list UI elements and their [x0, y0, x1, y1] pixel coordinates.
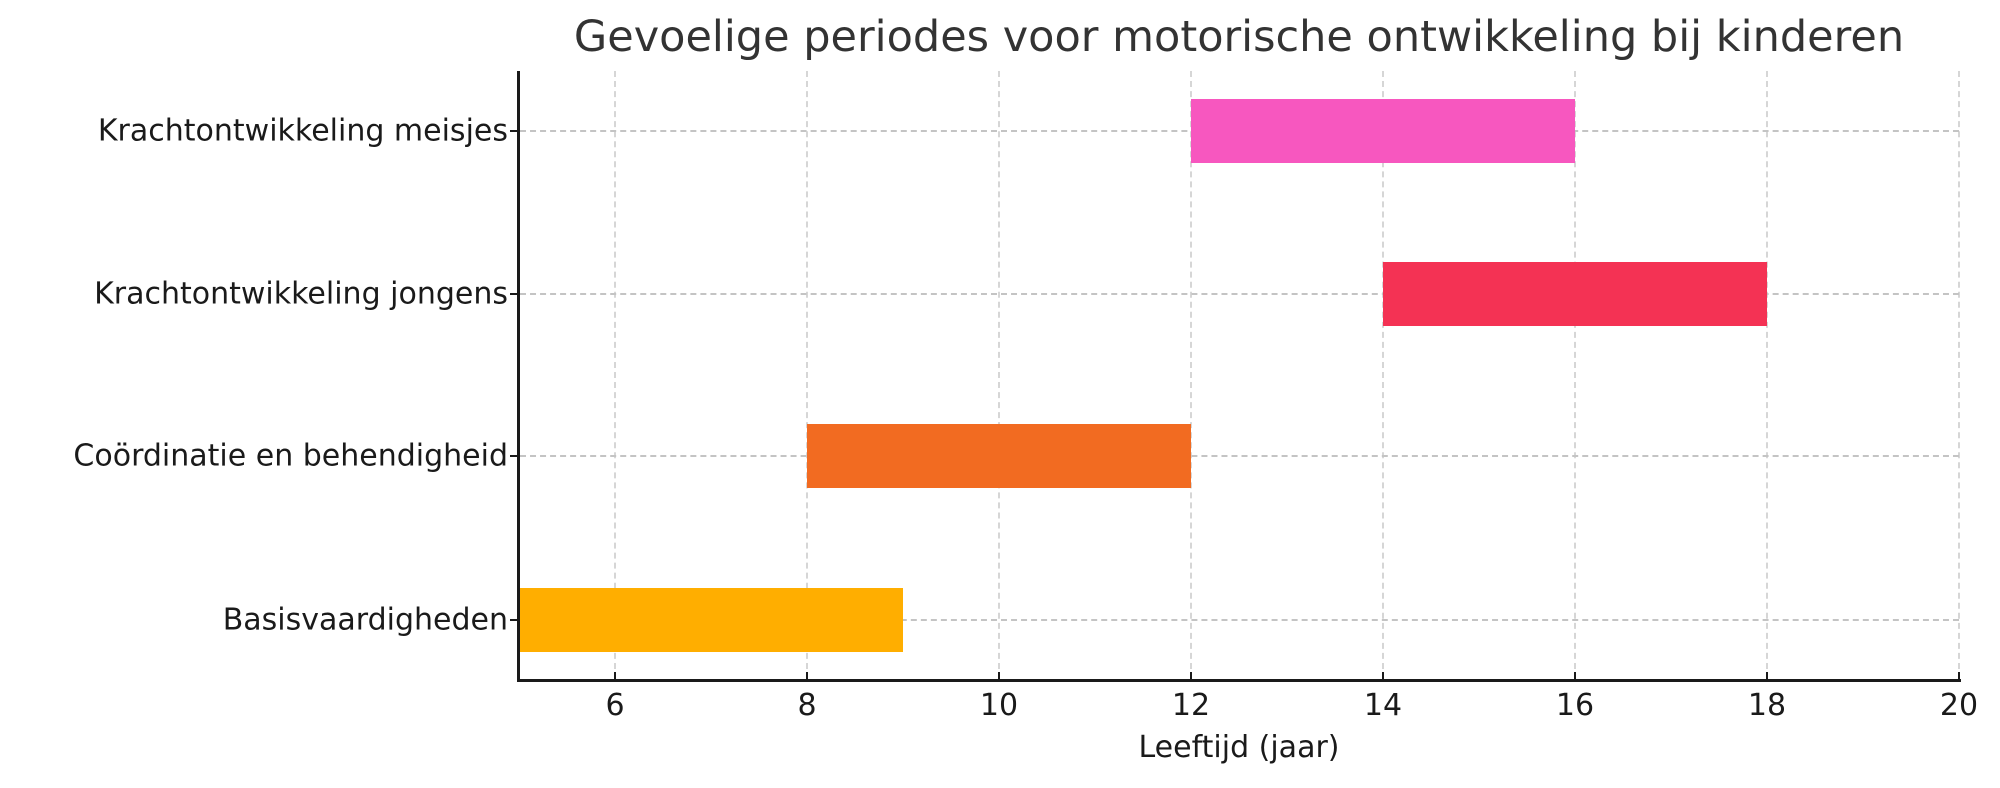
- vertical-gridline: [998, 71, 1000, 679]
- y-tick: [510, 619, 518, 621]
- x-axis-line: [517, 679, 1961, 682]
- y-tick-label: Krachtontwikkeling jongens: [94, 276, 508, 312]
- x-axis-title: Leeftijd (jaar): [1138, 730, 1340, 765]
- x-tick-label: 8: [797, 688, 817, 723]
- y-tick-label: Basisvaardigheden: [222, 602, 508, 638]
- vertical-gridline: [1382, 71, 1384, 679]
- x-tick: [1574, 672, 1576, 680]
- x-tick: [1190, 672, 1192, 680]
- bar-1: [1383, 262, 1767, 326]
- vertical-gridline: [806, 71, 808, 679]
- x-tick: [998, 672, 1000, 680]
- horizontal-gridline: [520, 293, 1959, 295]
- x-tick-label: 6: [605, 688, 625, 723]
- y-tick-label: Coördinatie en behendigheid: [73, 438, 508, 474]
- vertical-gridline: [1766, 71, 1768, 679]
- bar-2: [807, 424, 1191, 488]
- vertical-gridline: [614, 71, 616, 679]
- x-tick-label: 16: [1555, 688, 1595, 723]
- y-axis-line: [517, 71, 520, 682]
- x-tick-label: 18: [1747, 688, 1787, 723]
- vertical-gridline: [1574, 71, 1576, 679]
- y-tick: [510, 130, 518, 132]
- y-tick: [510, 455, 518, 457]
- x-tick: [614, 672, 616, 680]
- y-tick: [510, 293, 518, 295]
- x-tick: [1958, 672, 1960, 680]
- x-tick-label: 14: [1363, 688, 1403, 723]
- chart-title: Gevoelige periodes voor motorische ontwi…: [573, 12, 1905, 62]
- x-tick: [1766, 672, 1768, 680]
- bar-3: [519, 588, 903, 652]
- horizontal-gridline: [520, 619, 1959, 621]
- x-tick-label: 12: [1171, 688, 1211, 723]
- x-tick-label: 10: [979, 688, 1019, 723]
- vertical-gridline: [1958, 71, 1960, 679]
- bar-0: [1191, 99, 1575, 163]
- horizontal-gridline: [520, 455, 1959, 457]
- x-tick: [1382, 672, 1384, 680]
- x-tick: [806, 672, 808, 680]
- vertical-gridline: [1190, 71, 1192, 679]
- x-tick-label: 20: [1939, 688, 1979, 723]
- y-tick-label: Krachtontwikkeling meisjes: [97, 113, 508, 149]
